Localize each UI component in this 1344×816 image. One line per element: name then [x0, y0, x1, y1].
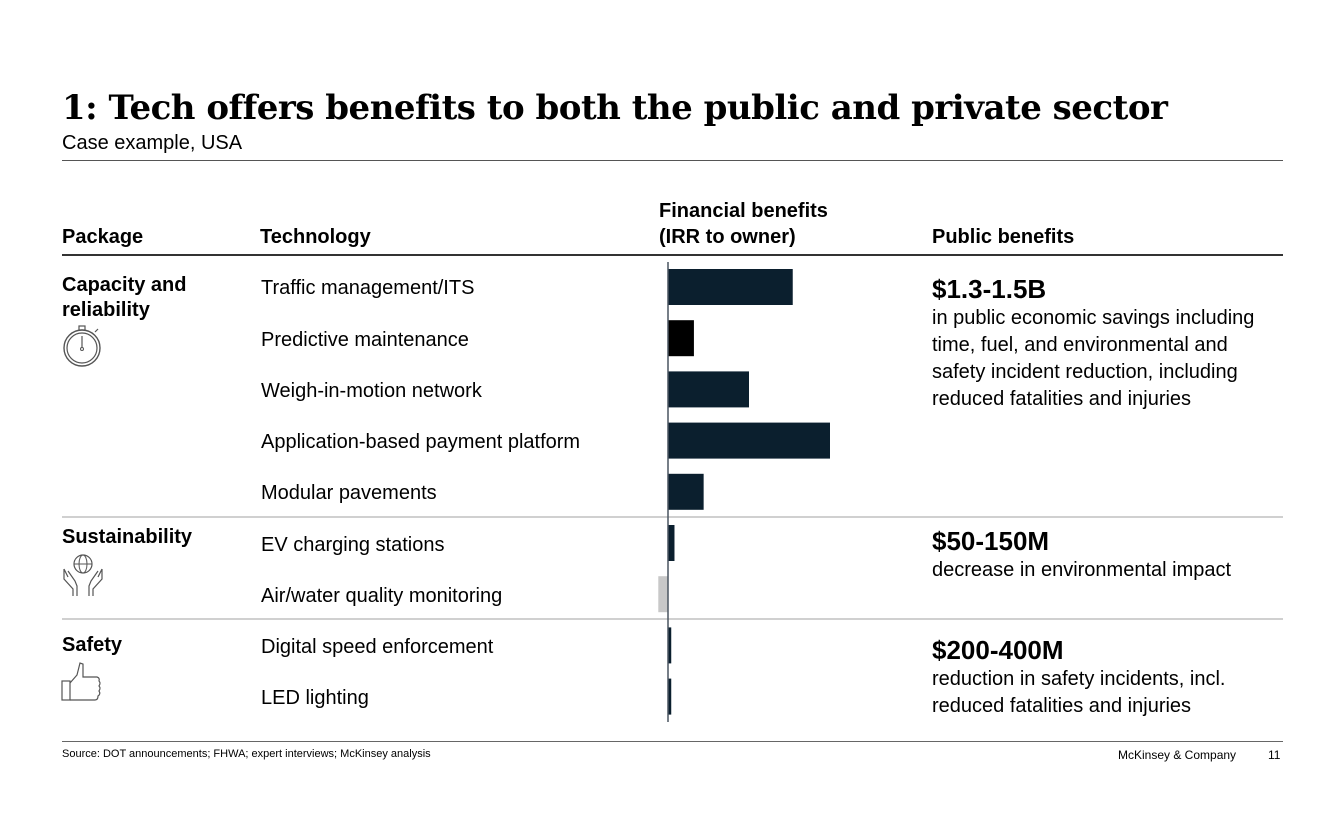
column-header-technology: Technology [260, 226, 371, 248]
technology-label: Traffic management/ITS [261, 277, 475, 299]
bar-modular-pavements [668, 473, 704, 510]
public-benefit-value: $200-400M [932, 635, 1064, 665]
bar-led-lighting [668, 678, 672, 715]
hands-globe-icon [63, 554, 103, 596]
bar-ev-charging-stations [668, 525, 675, 561]
column-header-financial-line2: (IRR to owner) [659, 226, 796, 248]
technology-label: Application-based payment platform [261, 431, 581, 453]
package-safety: Safety [62, 634, 123, 656]
section-divider [62, 516, 1283, 518]
public-benefit-description: in public economic savings including tim… [932, 307, 1255, 410]
header-divider [62, 254, 1283, 256]
public-benefit-description: decrease in environmental impact [932, 559, 1232, 581]
public-benefit-description: reduction in safety incidents, incl. red… [932, 668, 1226, 717]
bar-digital-speed-enforcement [668, 627, 672, 664]
technology-label: EV charging stations [261, 534, 445, 556]
bar-predictive-maintenance [668, 320, 694, 357]
stopwatch-icon [63, 325, 101, 367]
financial-benefits-bar-chart [658, 262, 830, 722]
technology-label: LED lighting [261, 687, 369, 709]
technology-label: Air/water quality monitoring [261, 585, 503, 607]
brand-name: McKinsey & Company [1118, 748, 1237, 762]
bar-weigh-in-motion-network [668, 371, 749, 408]
bar-traffic-management-its [668, 269, 793, 305]
column-header-public: Public benefits [932, 226, 1075, 248]
bar-air-water-quality-monitoring [658, 576, 668, 613]
page-subtitle: Case example, USA [62, 132, 243, 154]
column-header-financial: Financial benefits (IRR to owner) [659, 198, 828, 250]
technology-label: Digital speed enforcement [261, 636, 494, 658]
package-sustainability: Sustainability [62, 526, 193, 548]
technology-label: Modular pavements [261, 482, 437, 504]
column-header-package: Package [62, 226, 144, 248]
public-benefit-value: $50-150M [932, 526, 1050, 556]
public-benefit-value: $1.3-1.5B [932, 274, 1047, 304]
thumbs-up-icon [61, 662, 101, 701]
footer-divider [62, 741, 1283, 742]
package-capacity-reliability: Capacity and reliability [62, 274, 187, 321]
technology-label: Weigh-in-motion network [261, 380, 482, 402]
bar-application-based-payment-platform [668, 422, 830, 459]
page-number: 11 [1268, 748, 1281, 762]
technology-label: Predictive maintenance [261, 329, 469, 351]
section-divider [62, 618, 1283, 620]
source-note: Source: DOT announcements; FHWA; expert … [62, 748, 431, 760]
column-header-financial-line1: Financial benefits [659, 200, 828, 222]
page-title: 1: Tech offers benefits to both the publ… [62, 88, 1168, 128]
title-divider [62, 160, 1283, 161]
